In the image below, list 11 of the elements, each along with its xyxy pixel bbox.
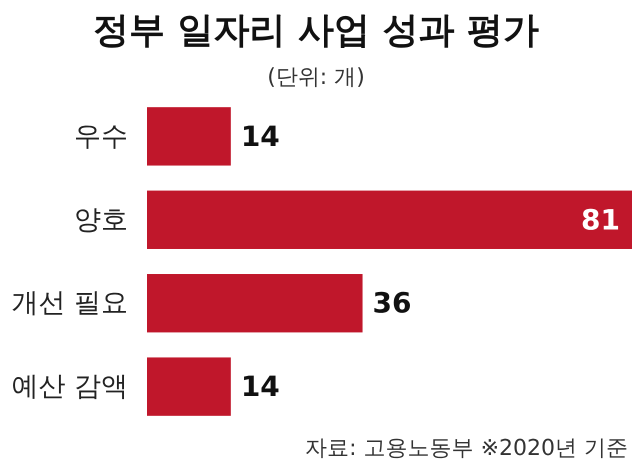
y-tick-label: 우수 — [74, 120, 128, 152]
chart-title: 정부 일자리 사업 성과 평가 — [92, 10, 540, 51]
y-tick-label: 개선 필요 — [11, 288, 128, 319]
text: 자료: 고용노동부 ※2020년 기준 — [305, 436, 628, 461]
data-label: 36 — [372, 286, 412, 320]
y-tick-label: 양호 — [74, 204, 128, 236]
y-tick-label: 예산 감액 — [11, 371, 128, 402]
chart-subtitle: (단위: 개) — [267, 65, 365, 90]
data-label: 14 — [240, 370, 280, 404]
data-label: 14 — [240, 120, 280, 153]
data-label: 81 — [581, 203, 620, 236]
